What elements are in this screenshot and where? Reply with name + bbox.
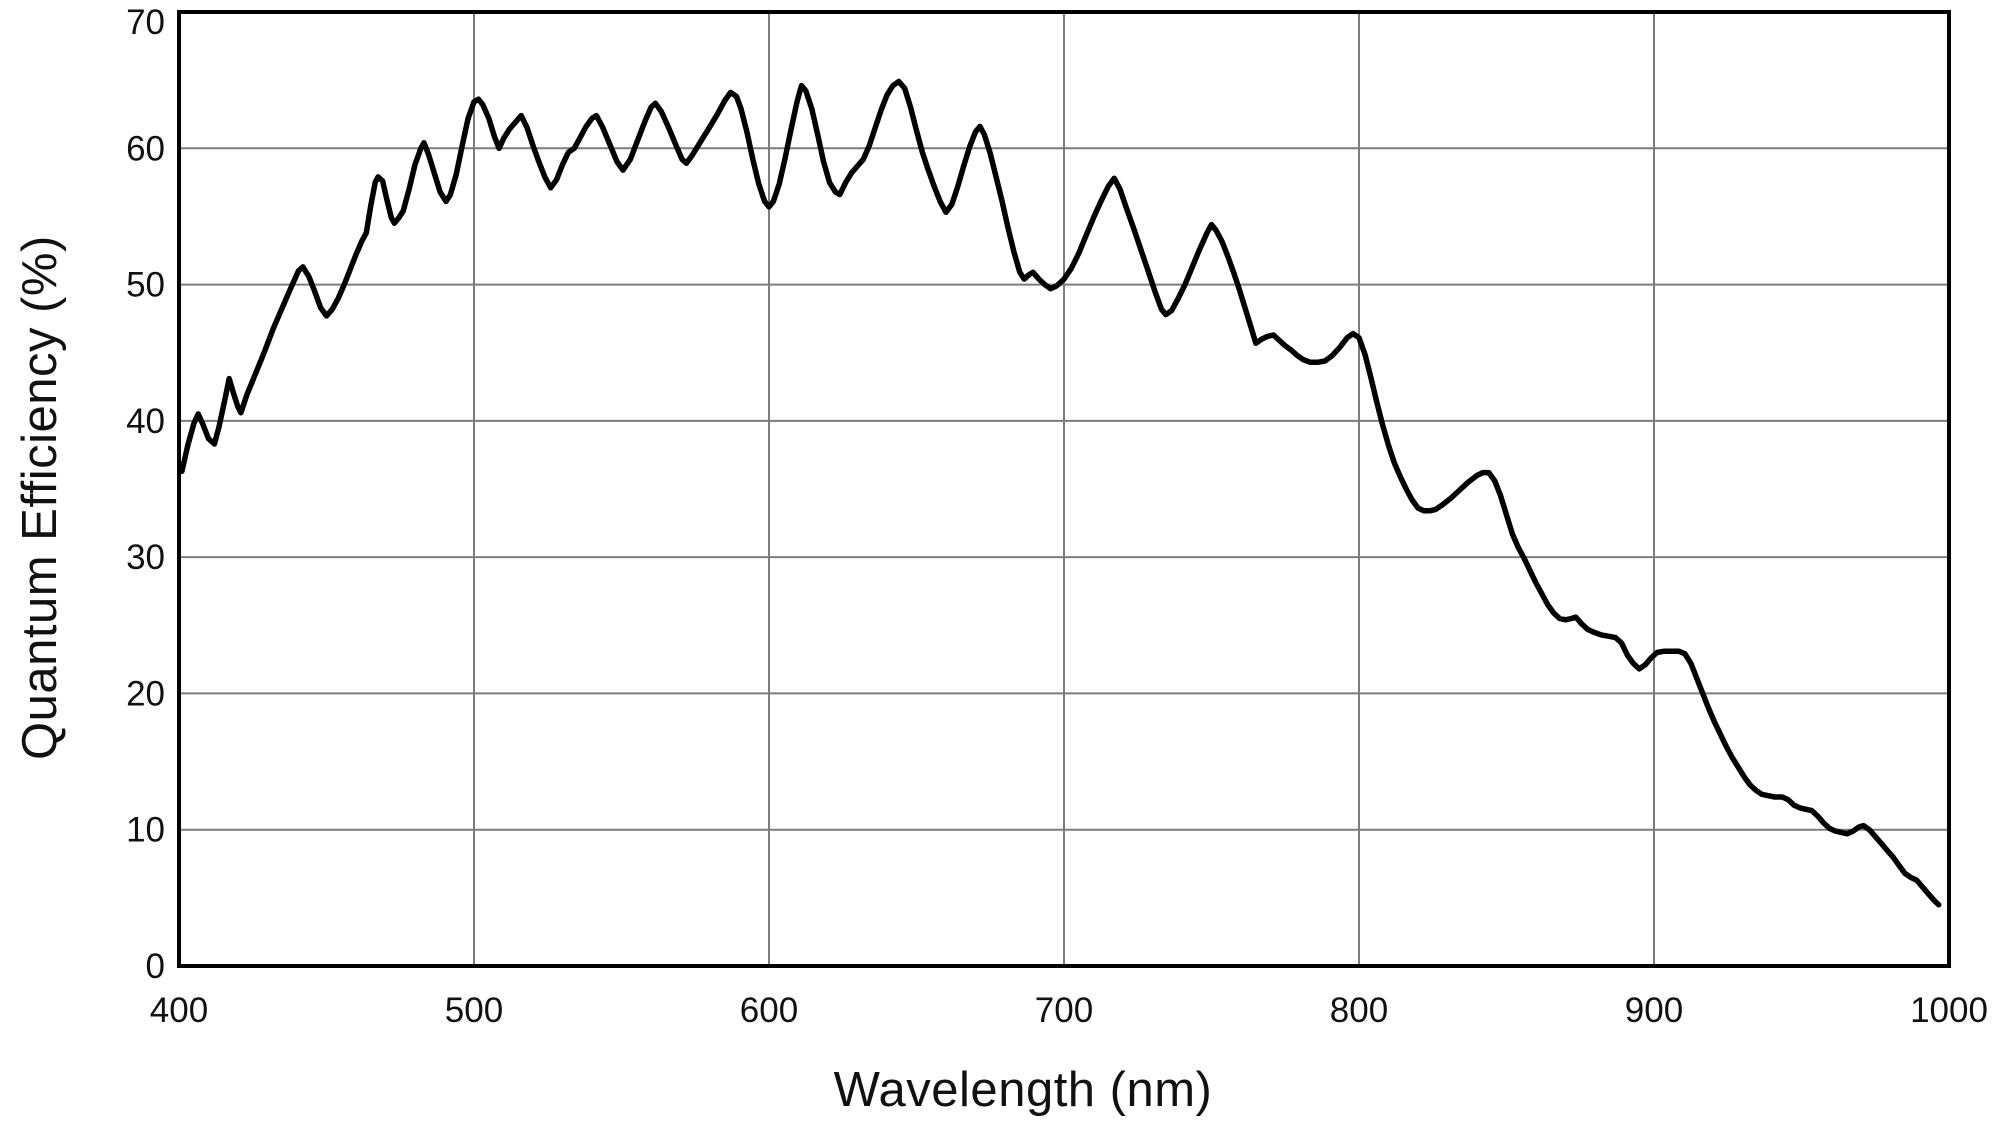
y-tick-label: 40: [126, 402, 165, 441]
y-tick-label: 50: [126, 266, 165, 305]
x-tick-label: 400: [150, 991, 208, 1030]
y-tick-label: 60: [126, 129, 165, 168]
y-tick-label: 10: [126, 811, 165, 850]
qe-curve: [179, 78, 1942, 908]
y-tick-label: 70: [126, 3, 165, 42]
y-axis-title: Quantum Efficiency (%): [13, 235, 67, 760]
x-axis-title: Wavelength (nm): [833, 1063, 1213, 1117]
y-tick-label: 20: [126, 674, 165, 713]
x-tick-label: 1000: [1910, 991, 1988, 1030]
x-tick-label: 700: [1035, 991, 1093, 1030]
x-tick-label: 800: [1330, 991, 1388, 1030]
x-tick-label: 900: [1625, 991, 1683, 1030]
plot-frame: [177, 10, 1951, 968]
x-tick-label: 500: [445, 991, 503, 1030]
y-tick-label: 30: [126, 538, 165, 577]
x-tick-label: 600: [740, 991, 798, 1030]
y-tick-label: 0: [146, 947, 165, 986]
